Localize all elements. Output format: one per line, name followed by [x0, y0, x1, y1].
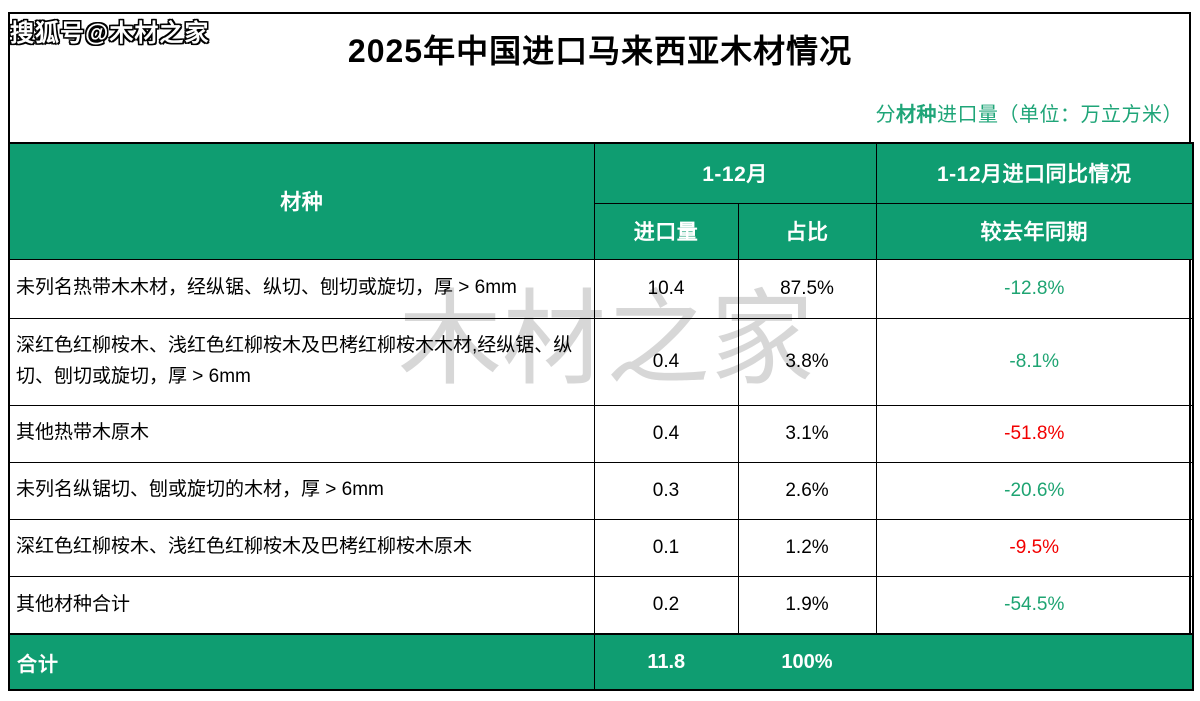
total-label: 合计 — [9, 633, 594, 690]
yoy-cell: -12.8% — [875, 258, 1194, 319]
total-volume: 11.8 — [593, 633, 738, 690]
share-cell: 1.2% — [737, 518, 877, 577]
header-import-volume: 进口量 — [593, 202, 739, 260]
table-row: 未列名纵锯切、刨或旋切的木材，厚 > 6mm 0.3 2.6% -20.6% — [8, 461, 1194, 520]
volume-cell: 0.4 — [593, 317, 739, 406]
total-row: 合计 11.8 100% — [9, 633, 1193, 690]
species-cell: 深红色红柳桉木、浅红色红柳桉木及巴栲红柳桉木木材,经纵锯、纵切、刨切或旋切，厚 … — [8, 317, 595, 406]
yoy-cell: -54.5% — [875, 575, 1194, 635]
yoy-cell: -9.5% — [875, 518, 1194, 577]
volume-cell: 0.1 — [593, 518, 739, 577]
species-cell: 其他材种合计 — [8, 575, 595, 635]
yoy-cell: -51.8% — [875, 404, 1194, 463]
header-yoy-group: 1-12月进口同比情况 — [875, 142, 1194, 204]
table-row: 其他热带木原木 0.4 3.1% -51.8% — [8, 404, 1194, 463]
header-period-group: 1-12月 — [593, 142, 877, 204]
header-yoy: 较去年同期 — [875, 202, 1194, 260]
subtitle-suffix: 进口量（单位：万立方米） — [937, 104, 1183, 126]
species-cell: 深红色红柳桉木、浅红色红柳桉木及巴栲红柳桉木原木 — [8, 518, 595, 577]
volume-cell: 10.4 — [593, 258, 739, 319]
header-share: 占比 — [737, 202, 877, 260]
total-yoy-empty — [876, 633, 1193, 690]
subtitle-prefix: 分 — [875, 104, 896, 126]
volume-cell: 0.4 — [593, 404, 739, 463]
table-row: 其他材种合计 0.2 1.9% -54.5% — [8, 575, 1194, 635]
volume-cell: 0.2 — [593, 575, 739, 635]
subtitle-bold-word: 材种 — [896, 104, 937, 126]
volume-cell: 0.3 — [593, 461, 739, 520]
table-row: 未列名热带木木材，经纵锯、纵切、刨切或旋切，厚 > 6mm 10.4 87.5%… — [8, 258, 1194, 319]
yoy-cell: -8.1% — [875, 317, 1194, 406]
header-species: 材种 — [8, 142, 595, 260]
sohu-account-watermark: 搜狐号@木材之家 — [10, 20, 210, 47]
share-cell: 3.1% — [737, 404, 877, 463]
table-row: 深红色红柳桉木、浅红色红柳桉木及巴栲红柳桉木原木 0.1 1.2% -9.5% — [8, 518, 1194, 577]
table-subtitle: 分材种进口量（单位：万立方米） — [876, 98, 1184, 127]
species-cell: 未列名纵锯切、刨或旋切的木材，厚 > 6mm — [8, 461, 595, 520]
table-row: 深红色红柳桉木、浅红色红柳桉木及巴栲红柳桉木木材,经纵锯、纵切、刨切或旋切，厚 … — [8, 317, 1194, 406]
yoy-cell: -20.6% — [875, 461, 1194, 520]
share-cell: 87.5% — [737, 258, 877, 319]
share-cell: 1.9% — [737, 575, 877, 635]
share-cell: 2.6% — [737, 461, 877, 520]
species-cell: 未列名热带木木材，经纵锯、纵切、刨切或旋切，厚 > 6mm — [8, 258, 595, 319]
import-data-table: 材种 1-12月 1-12月进口同比情况 进口量 占比 较去年同期 未列名热带木… — [8, 142, 1194, 691]
share-cell: 3.8% — [737, 317, 877, 406]
species-cell: 其他热带木原木 — [8, 404, 595, 463]
page-title: 2025年中国进口马来西亚木材情况 — [347, 33, 853, 69]
total-share: 100% — [738, 633, 876, 690]
